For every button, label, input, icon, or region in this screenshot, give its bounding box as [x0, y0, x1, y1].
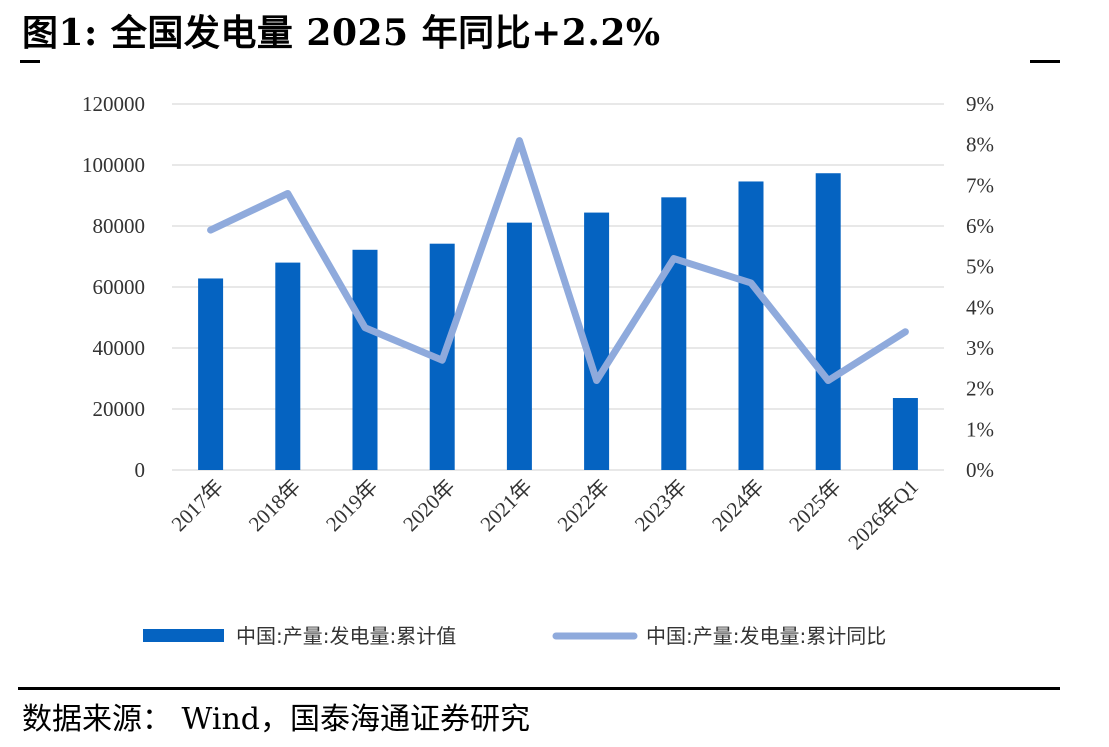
x-tick-label: 2020年 [398, 475, 460, 537]
bar [892, 398, 918, 470]
bar [661, 197, 687, 470]
y-right-tick-label: 1% [966, 417, 994, 441]
x-tick-label: 2022年 [553, 475, 615, 537]
x-tick-label: 2023年 [630, 475, 692, 537]
title-rule-right [1030, 60, 1060, 63]
y-left-tick-label: 20000 [93, 397, 146, 421]
bar [198, 278, 224, 470]
chart-title: 图1: 全国发电量 2025 年同比+2.2% [22, 12, 661, 54]
legend-swatch-bar [143, 629, 224, 642]
bar [584, 212, 610, 470]
x-tick-label: 2025年 [784, 475, 846, 537]
legend-label-bar: 中国:产量:发电量:累计值 [236, 624, 456, 648]
x-tick-label: 2026年Q1 [843, 475, 923, 555]
footer-rule [18, 687, 1060, 690]
y-right-tick-label: 3% [966, 336, 994, 360]
y-right-tick-label: 8% [966, 133, 994, 157]
x-tick-label: 2017年 [167, 475, 229, 537]
x-tick-label: 2019年 [321, 475, 383, 537]
source-note: 数据来源： Wind，国泰海通证券研究 [22, 702, 530, 737]
y-left-tick-label: 40000 [93, 336, 146, 360]
bar [506, 222, 532, 470]
y-right-tick-label: 7% [966, 173, 994, 197]
title-rule-left [20, 60, 40, 63]
y-right-tick-label: 6% [966, 214, 994, 238]
x-tick-label: 2018年 [244, 475, 306, 537]
legend-label-line: 中国:产量:发电量:累计同比 [646, 624, 886, 648]
bar [275, 262, 301, 470]
x-tick-label: 2024年 [707, 475, 769, 537]
bar [738, 181, 764, 470]
y-left-tick-label: 0 [135, 458, 146, 482]
bar [352, 249, 378, 470]
bar [815, 173, 841, 471]
y-right-tick-label: 2% [966, 377, 994, 401]
y-left-tick-label: 80000 [93, 214, 146, 238]
y-right-tick-label: 5% [966, 255, 994, 279]
x-tick-label: 2021年 [475, 475, 537, 537]
y-right-tick-label: 4% [966, 295, 994, 319]
y-right-tick-label: 9% [966, 92, 994, 116]
y-left-tick-label: 100000 [82, 153, 145, 177]
y-right-tick-label: 0% [966, 458, 994, 482]
y-left-tick-label: 60000 [93, 275, 146, 299]
y-left-tick-label: 120000 [82, 92, 145, 116]
chart: 0 20000 40000 60000 80000 100000 120000 0% 1% 2% 3… [82, 92, 994, 648]
line-series [207, 137, 909, 385]
